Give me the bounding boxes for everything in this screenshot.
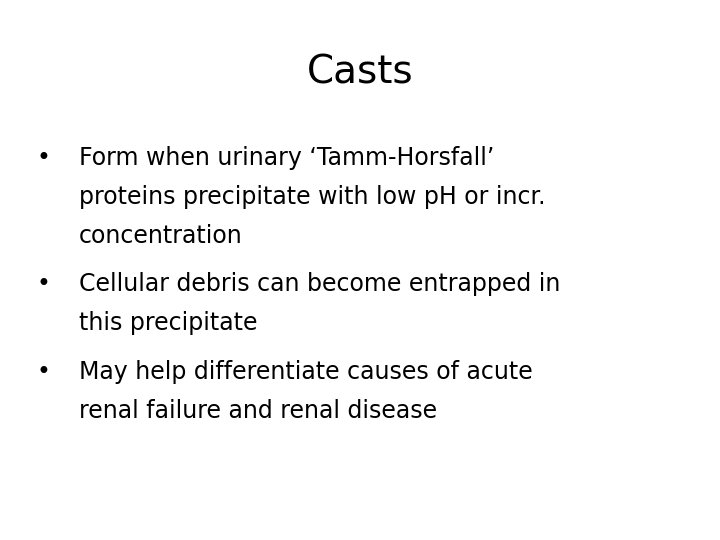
- Text: proteins precipitate with low pH or incr.: proteins precipitate with low pH or incr…: [79, 185, 546, 208]
- Text: •: •: [36, 360, 50, 383]
- Text: Casts: Casts: [307, 54, 413, 92]
- Text: concentration: concentration: [79, 224, 243, 247]
- Text: May help differentiate causes of acute: May help differentiate causes of acute: [79, 360, 533, 383]
- Text: Form when urinary ‘Tamm-Horsfall’: Form when urinary ‘Tamm-Horsfall’: [79, 146, 495, 170]
- Text: Cellular debris can become entrapped in: Cellular debris can become entrapped in: [79, 272, 561, 296]
- Text: this precipitate: this precipitate: [79, 311, 258, 335]
- Text: renal failure and renal disease: renal failure and renal disease: [79, 399, 437, 422]
- Text: •: •: [36, 272, 50, 296]
- Text: •: •: [36, 146, 50, 170]
